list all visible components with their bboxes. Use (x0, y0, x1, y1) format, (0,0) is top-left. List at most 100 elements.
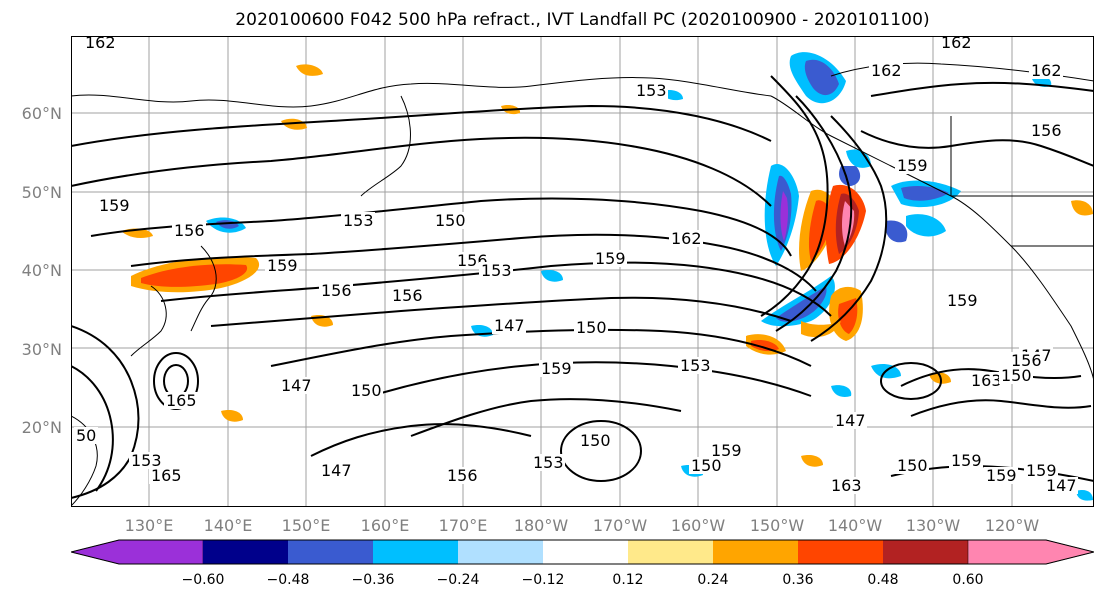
contour-label: 147 (321, 461, 352, 480)
contour-label-bg (945, 292, 979, 309)
contour-label-bg (265, 257, 299, 274)
contour-label: 153 (636, 81, 667, 100)
lon-label: 160°E (360, 516, 410, 535)
contour-label-bg (445, 467, 479, 484)
contour-label: 150 (435, 211, 466, 230)
colorbar-segment (713, 540, 798, 564)
contour-label-bg (1009, 352, 1043, 369)
contour-label: 165 (151, 466, 182, 485)
contour-label: 156 (392, 286, 423, 305)
map-panel: 162 162 162 162 159 159 159 159 159 159 159 159 159 1… (71, 36, 1094, 507)
contour-label-bg (593, 250, 627, 267)
contour-label: 156 (447, 466, 478, 485)
contour-label-bg (895, 157, 929, 174)
lon-label: 180°W (513, 516, 569, 535)
contour-label-bg (895, 457, 929, 474)
colorbar-tick-label: −0.48 (266, 572, 310, 588)
contour-label: 162 (85, 36, 116, 52)
colorbar-tick-label: −0.24 (436, 572, 480, 588)
colorbar-segment (71, 539, 204, 565)
colorbar-tick-label: 0.24 (697, 572, 729, 588)
contour-label-bg (319, 282, 353, 299)
contour-label: 153 (131, 451, 162, 470)
contour-label: 150 (691, 456, 722, 475)
contour-label: 153 (481, 261, 512, 280)
contour-label: 163 (831, 476, 862, 495)
contour-label: 159 (986, 466, 1017, 485)
contour-label: 50 (76, 426, 96, 445)
contour-label-bg (578, 432, 612, 449)
contour-label: 156 (1031, 121, 1062, 140)
refractivity-contours (71, 75, 1094, 499)
contour-label-bg (689, 457, 723, 474)
contour-label: 165 (166, 391, 197, 410)
lat-label: 30°N (21, 340, 62, 359)
contour-label-bg (341, 212, 375, 229)
contour-label-bg (869, 62, 903, 79)
contour-label-bg (279, 377, 313, 394)
lon-label: 150°W (749, 516, 805, 535)
contour-label-bg (1029, 122, 1063, 139)
contour-label: 159 (947, 291, 978, 310)
contour-label-bg (83, 36, 117, 51)
colorbar-segment (798, 540, 883, 564)
contour-label: 150 (1001, 366, 1032, 385)
contour-label-bg (669, 230, 703, 247)
colorbar-segment (883, 540, 968, 564)
colorbar-segment (458, 540, 543, 564)
colorbar-tick-label: −0.12 (521, 572, 565, 588)
contour-label: 159 (897, 156, 928, 175)
contour-label-bg (574, 319, 608, 336)
colorbar-tick-label: −0.36 (351, 572, 395, 588)
contour-label: 156 (174, 221, 205, 240)
contour-label-bg (164, 392, 198, 409)
lon-label: 120°W (984, 516, 1040, 535)
contour-label: 150 (580, 431, 611, 450)
contour-label-bg (1029, 62, 1063, 79)
contour-label: 153 (680, 356, 711, 375)
lon-label: 170°E (438, 516, 488, 535)
lon-label: 140°E (203, 516, 253, 535)
refractivity-shading (121, 52, 1093, 501)
contour-label-bg (74, 427, 98, 444)
contour-label: 159 (595, 249, 626, 268)
contour-label: 162 (671, 229, 702, 248)
contour-label: 159 (541, 359, 572, 378)
contour-label-bg (492, 317, 526, 334)
lat-label: 60°N (21, 104, 62, 123)
contour-label-bg (390, 287, 424, 304)
contour-label: 163 (971, 371, 1002, 390)
contour-label-bg (97, 197, 131, 214)
lon-label: 150°E (281, 516, 331, 535)
contour-label: 159 (1026, 461, 1057, 480)
contour-label-bg (634, 82, 668, 99)
colorbar-segment (967, 539, 1094, 565)
contour-label: 150 (897, 456, 928, 475)
contour-label: 162 (871, 61, 902, 80)
contour-label: 147 (281, 376, 312, 395)
lat-label: 20°N (21, 418, 62, 437)
contour-label: 150 (351, 381, 382, 400)
lat-label: 40°N (21, 261, 62, 280)
contour-label-bg (319, 462, 353, 479)
contour-label: 147 (494, 316, 525, 335)
contour-label-bg (539, 360, 573, 377)
lat-label: 50°N (21, 183, 62, 202)
contour-label: 159 (711, 441, 742, 460)
contour-label-bg (709, 442, 743, 459)
contour-label-bg (939, 36, 973, 51)
contour-label-bg (349, 382, 383, 399)
colorbar-segment (203, 540, 288, 564)
contour-label-bg (433, 212, 467, 229)
lon-label: 160°W (670, 516, 726, 535)
contour-label-bg (1024, 462, 1058, 479)
contour-label: 156 (1011, 351, 1042, 370)
lon-label: 140°W (827, 516, 883, 535)
colorbar-tick-label: 0.60 (952, 572, 984, 588)
chart-title: 2020100600 F042 500 hPa refract., IVT La… (235, 10, 930, 30)
contour-label-bg (172, 222, 206, 239)
contour-label-bg (129, 452, 163, 469)
colorbar-segment (628, 540, 713, 564)
